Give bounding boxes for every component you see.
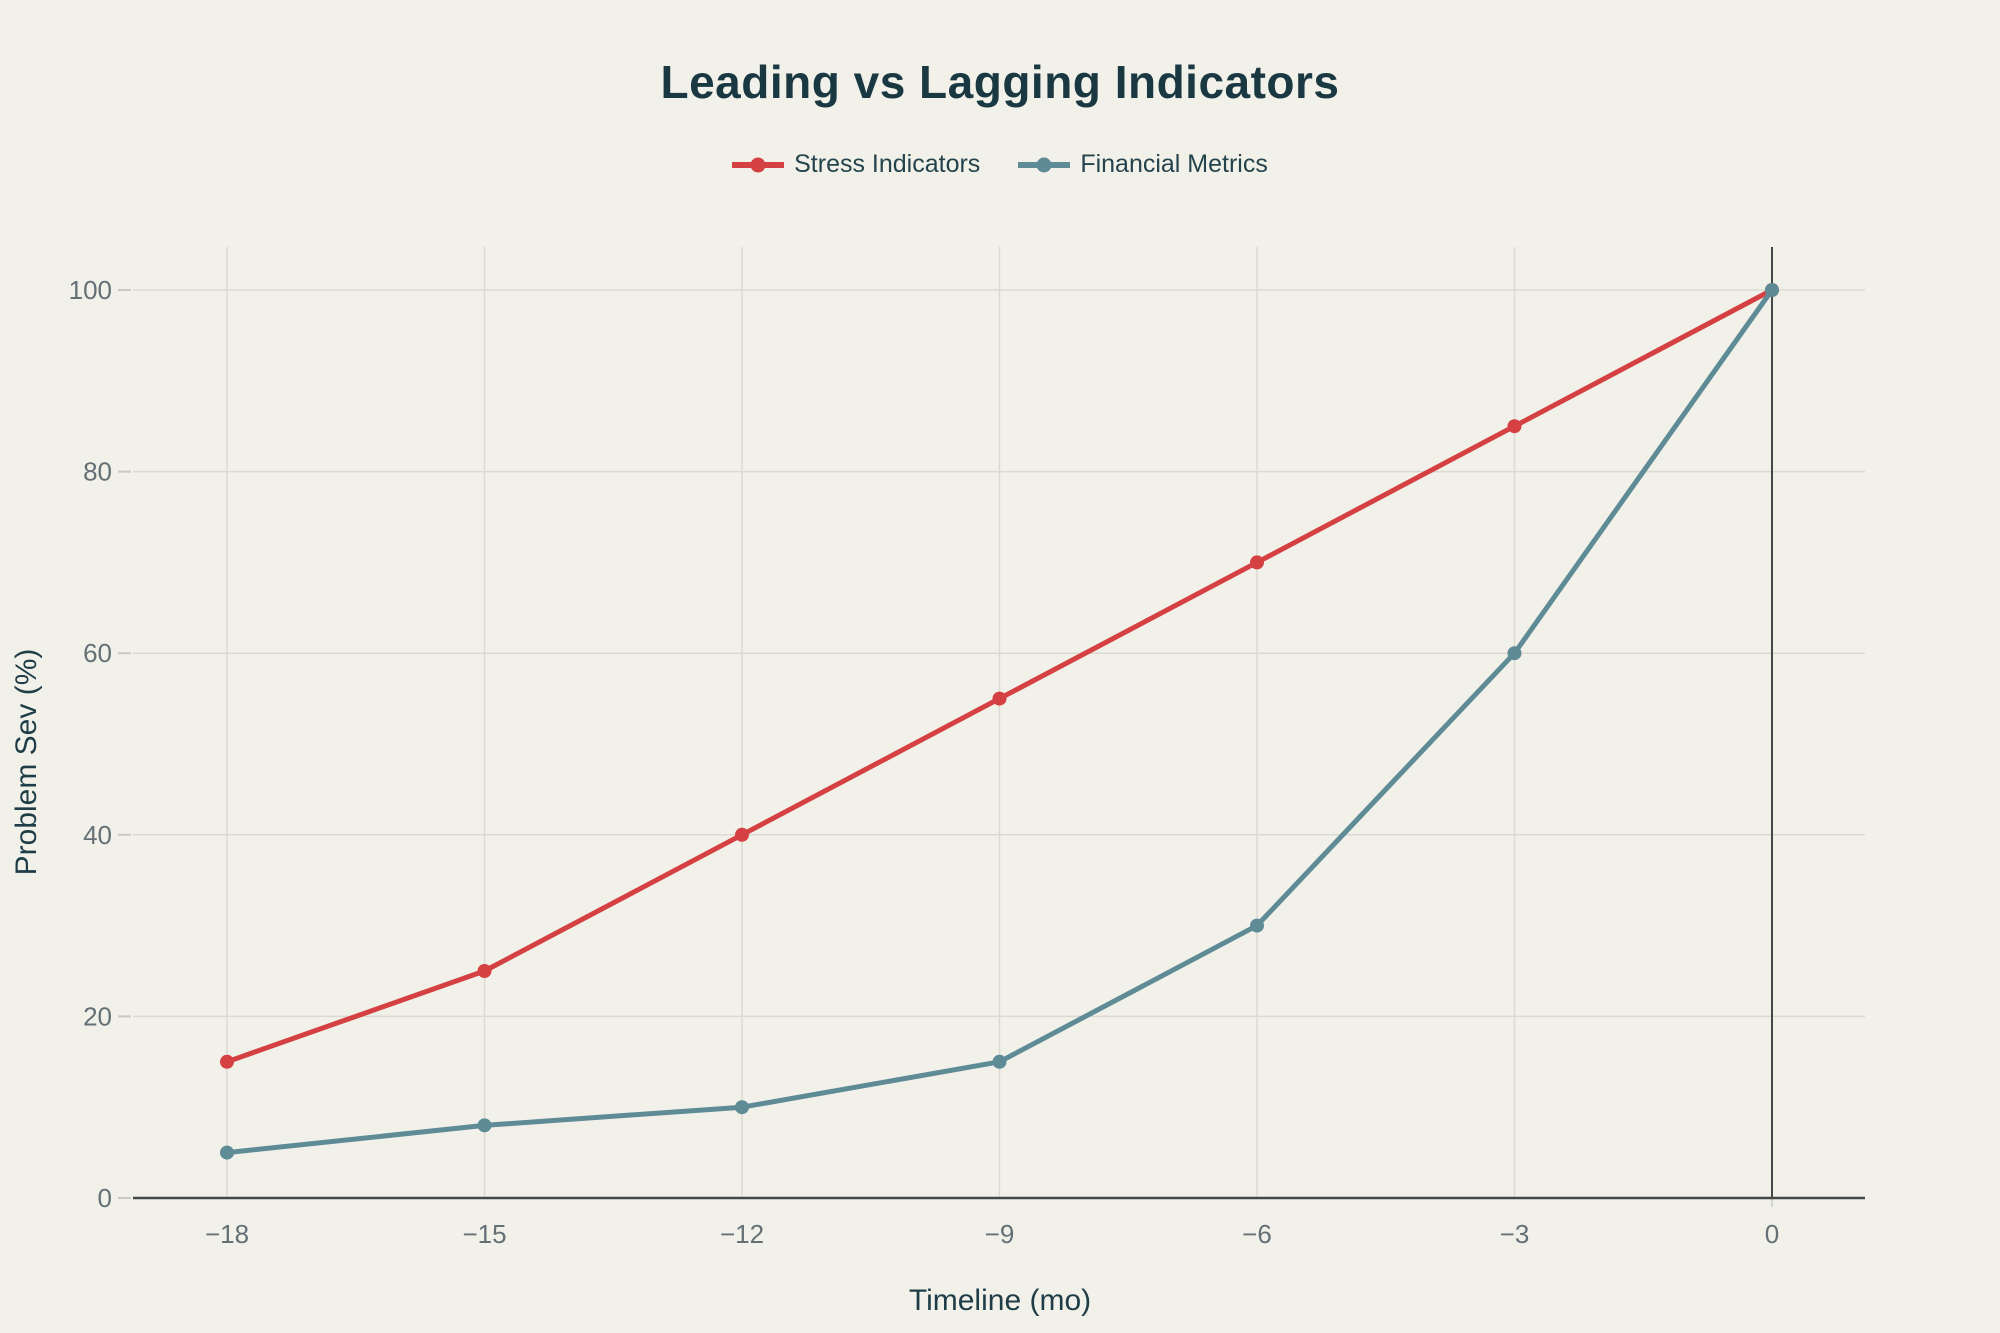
chart-title: Leading vs Lagging Indicators <box>660 56 1340 108</box>
y-tick-labels: 0 20 40 60 80 100 <box>69 275 112 1213</box>
data-point-0-0 <box>220 1054 234 1069</box>
gridlines <box>133 247 1865 1198</box>
y-tick-label-60: 60 <box>83 638 112 668</box>
data-point-1-6 <box>1764 283 1779 297</box>
legend: Stress Indicators Financial Metrics <box>0 150 2000 179</box>
data-point-1-5 <box>1507 646 1522 661</box>
data-point-0-4 <box>1249 555 1264 570</box>
data-point-1-3 <box>992 1054 1007 1069</box>
x-tick-label-0: 0 <box>1765 1219 1779 1249</box>
data-point-0-1 <box>477 964 492 978</box>
x-tick-label--6: −6 <box>1242 1219 1272 1249</box>
x-tick-label--12: −12 <box>720 1219 764 1249</box>
y-tick-label-20: 20 <box>83 1001 112 1031</box>
legend-line-marker-icon <box>1018 157 1071 172</box>
data-point-0-2 <box>734 827 749 842</box>
y-tick-label-100: 100 <box>69 275 112 305</box>
legend-item-stress-indicators[interactable]: Stress Indicators <box>732 150 980 179</box>
legend-item-financial-metrics[interactable]: Financial Metrics <box>1018 150 1268 179</box>
series-lines <box>220 283 1779 1160</box>
axes <box>133 247 1865 1200</box>
legend-label: Financial Metrics <box>1080 150 1268 178</box>
data-point-1-1 <box>477 1118 492 1133</box>
y-tick-label-40: 40 <box>83 820 112 850</box>
data-point-1-4 <box>1249 918 1264 933</box>
x-tick-label--9: −9 <box>985 1219 1015 1249</box>
y-tick-label-0: 0 <box>98 1183 112 1213</box>
y-tick-label-80: 80 <box>83 457 112 487</box>
x-tick-label--3: −3 <box>1500 1219 1530 1249</box>
x-tick-labels: −18 −15 −12 −9 −6 −3 0 <box>205 1219 1779 1249</box>
legend-line-marker-icon <box>732 157 785 172</box>
tick-marks <box>118 289 1773 1207</box>
x-axis-title: Timeline (mo) <box>908 1284 1092 1317</box>
data-point-1-2 <box>734 1100 749 1115</box>
legend-label: Stress Indicators <box>794 150 981 178</box>
y-axis-title: Problem Sev (%) <box>10 648 43 876</box>
x-tick-label--15: −15 <box>462 1219 506 1249</box>
data-point-1-0 <box>220 1145 234 1160</box>
data-point-0-5 <box>1507 419 1522 434</box>
x-tick-label--18: −18 <box>205 1219 249 1249</box>
data-point-0-3 <box>992 691 1007 706</box>
